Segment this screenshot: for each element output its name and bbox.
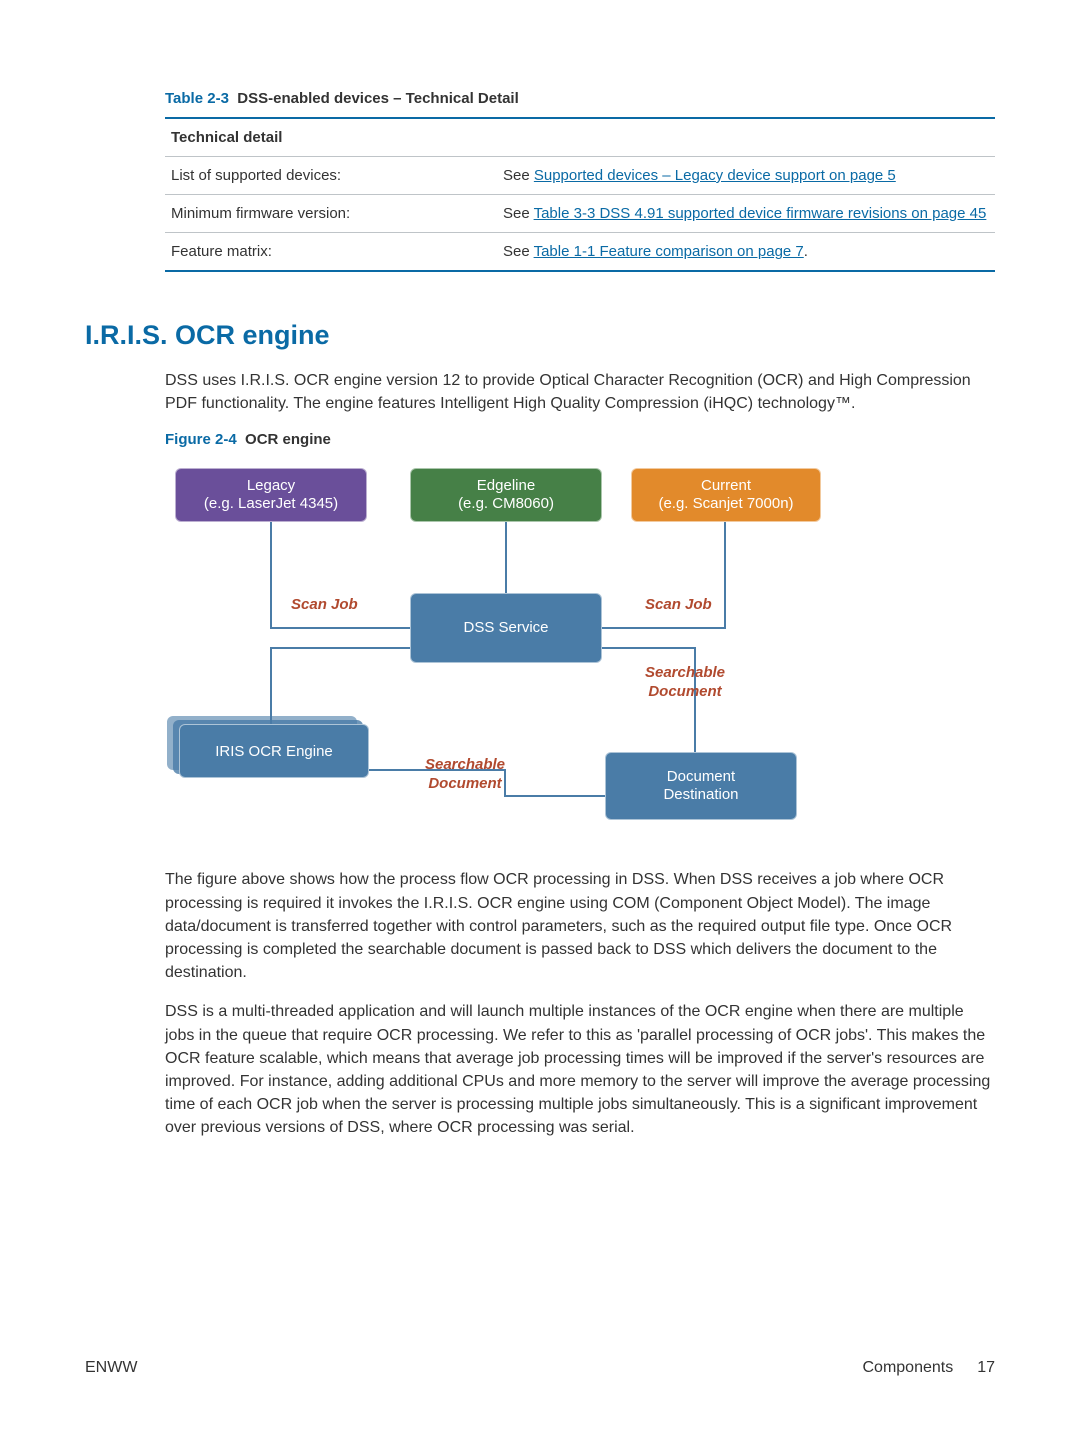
searchable-label-bottom: Searchable Document (415, 756, 515, 794)
row-prefix: See (503, 167, 534, 184)
searchable-l2: Document (415, 775, 515, 794)
firmware-revisions-link[interactable]: Table 3-3 DSS 4.91 supported device firm… (534, 205, 987, 222)
table-header-empty (497, 118, 995, 157)
edgeline-node: Edgeline (e.g. CM8060) (410, 468, 602, 522)
description-paragraph-1: The figure above shows how the process f… (165, 868, 995, 984)
current-sub: (e.g. Scanjet 7000n) (658, 495, 793, 514)
section-heading: I.R.I.S. OCR engine (85, 320, 995, 351)
dest-line2: Destination (663, 786, 738, 805)
searchable-r2: Document (635, 683, 735, 702)
table-caption-title: DSS-enabled devices – Technical Detail (237, 90, 519, 107)
dest-line1: Document (663, 768, 738, 787)
row-label: Feature matrix: (165, 233, 497, 272)
dss-label: DSS Service (463, 619, 548, 638)
page: Table 2-3 DSS-enabled devices – Technica… (0, 0, 1080, 1437)
table-row: List of supported devices: See Supported… (165, 157, 995, 195)
footer-section: Components (862, 1359, 953, 1377)
table-block: Table 2-3 DSS-enabled devices – Technica… (165, 90, 995, 272)
section-body: DSS uses I.R.I.S. OCR engine version 12 … (165, 369, 995, 1139)
row-prefix: See (503, 243, 534, 260)
intro-paragraph: DSS uses I.R.I.S. OCR engine version 12 … (165, 369, 995, 415)
row-prefix: See (503, 205, 534, 222)
page-footer: ENWW Components 17 (85, 1359, 995, 1377)
legacy-node: Legacy (e.g. LaserJet 4345) (175, 468, 367, 522)
row-label: List of supported devices: (165, 157, 497, 195)
row-value: See Table 1-1 Feature comparison on page… (497, 233, 995, 272)
legacy-sub: (e.g. LaserJet 4345) (204, 495, 338, 514)
table-row: Feature matrix: See Table 1-1 Feature co… (165, 233, 995, 272)
ocr-flowchart: Legacy (e.g. LaserJet 4345) Edgeline (e.… (165, 458, 815, 848)
legacy-title: Legacy (204, 477, 338, 496)
supported-devices-link[interactable]: Supported devices – Legacy device suppor… (534, 167, 896, 184)
table-header: Technical detail (165, 118, 497, 157)
footer-page-number: 17 (977, 1359, 995, 1377)
table-row: Minimum firmware version: See Table 3-3 … (165, 195, 995, 233)
technical-detail-table: Technical detail List of supported devic… (165, 117, 995, 272)
row-value: See Supported devices – Legacy device su… (497, 157, 995, 195)
figure-number: Figure 2-4 (165, 431, 237, 448)
current-node: Current (e.g. Scanjet 7000n) (631, 468, 821, 522)
description-paragraph-2: DSS is a multi-threaded application and … (165, 1000, 995, 1139)
current-title: Current (658, 477, 793, 496)
iris-engine-stack: IRIS OCR Engine (167, 716, 371, 780)
iris-label: IRIS OCR Engine (215, 743, 333, 760)
scanjob-label-left: Scan Job (291, 596, 358, 615)
searchable-label-right: Searchable Document (635, 664, 735, 702)
searchable-r1: Searchable (635, 664, 735, 683)
iris-engine-node: IRIS OCR Engine (179, 724, 369, 778)
dss-service-node: DSS Service (410, 593, 602, 663)
table-caption: Table 2-3 DSS-enabled devices – Technica… (165, 90, 995, 107)
footer-right: Components 17 (862, 1359, 995, 1377)
searchable-l1: Searchable (415, 756, 515, 775)
row-value: See Table 3-3 DSS 4.91 supported device … (497, 195, 995, 233)
edgeline-sub: (e.g. CM8060) (458, 495, 554, 514)
feature-comparison-link[interactable]: Table 1-1 Feature comparison on page 7 (534, 243, 804, 260)
figure-caption: Figure 2-4 OCR engine (165, 431, 995, 448)
row-suffix: . (804, 243, 808, 260)
table-caption-number: Table 2-3 (165, 90, 229, 107)
row-label: Minimum firmware version: (165, 195, 497, 233)
figure-title: OCR engine (245, 431, 331, 448)
destination-node: Document Destination (605, 752, 797, 820)
scanjob-label-right: Scan Job (645, 596, 712, 615)
footer-left: ENWW (85, 1359, 137, 1377)
edgeline-title: Edgeline (458, 477, 554, 496)
